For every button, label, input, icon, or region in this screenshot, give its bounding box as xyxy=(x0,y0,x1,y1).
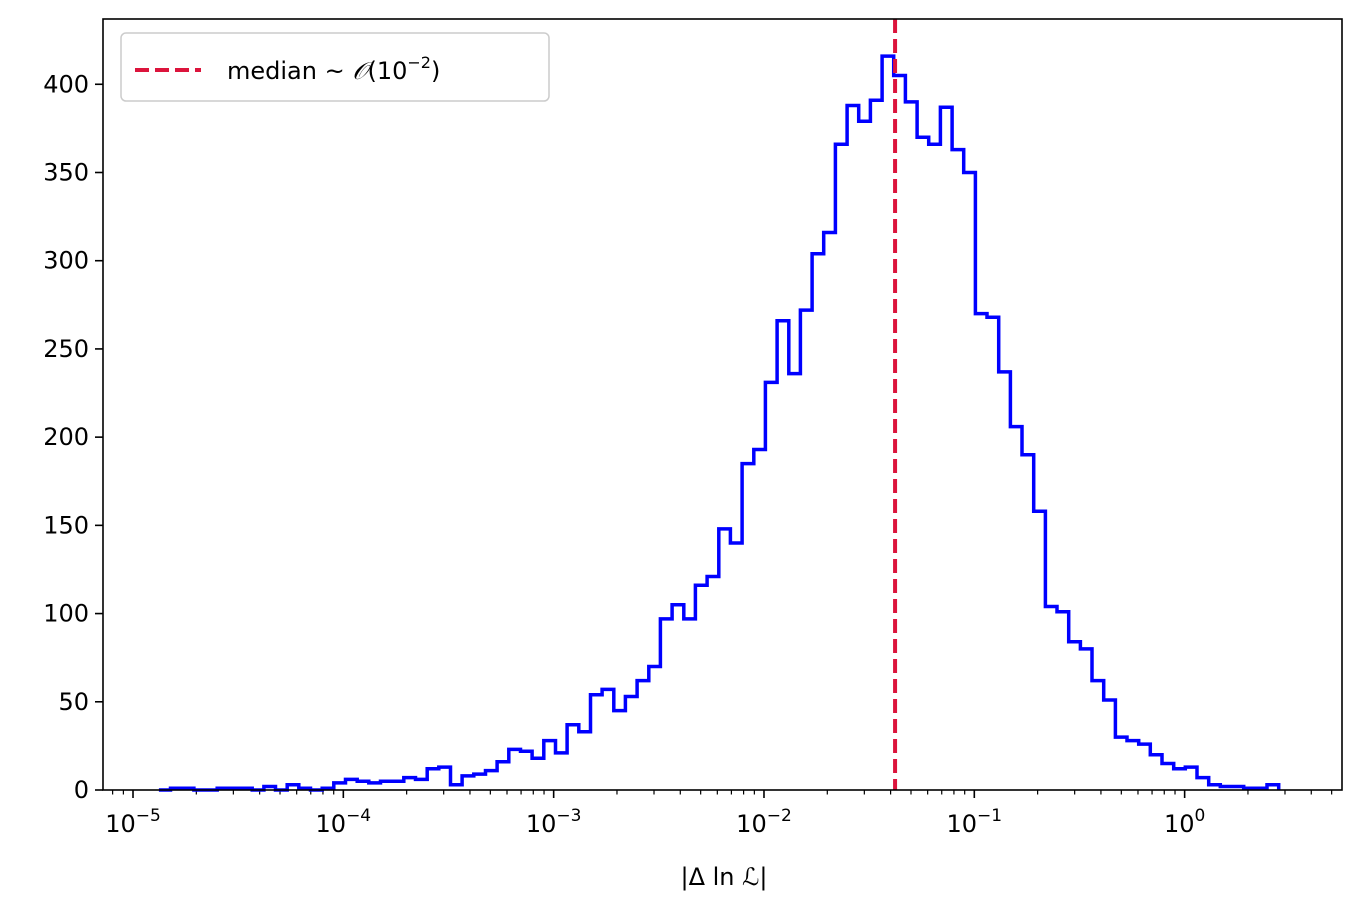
legend-box xyxy=(120,32,550,102)
y-tick-label: 400 xyxy=(43,70,89,98)
legend-label-main: median ~ xyxy=(227,57,352,85)
legend-label-median: median ~ 𝒪(10−2) xyxy=(227,53,440,85)
y-tick-label: 50 xyxy=(58,688,89,716)
x-tick-label: 10−1 xyxy=(947,806,1003,838)
x-tick-label: 100 xyxy=(1164,806,1205,838)
y-tick-label: 100 xyxy=(43,600,89,628)
x-tick-label: 10−4 xyxy=(316,806,372,838)
plot-frame xyxy=(102,18,1343,791)
x-tick-label: 10−3 xyxy=(526,806,582,838)
legend: median ~ 𝒪(10−2) xyxy=(120,32,550,102)
y-tick-label: 250 xyxy=(43,335,89,363)
histogram-step-line xyxy=(158,54,1281,792)
y-tick-label: 200 xyxy=(43,423,89,451)
y-tick-label: 0 xyxy=(74,776,89,804)
axis-ticks: 0 50 100 150 200 250 300 350 400 10−5 10−4 10−3 10−2… xyxy=(43,70,1333,838)
x-tick-label: 10−5 xyxy=(105,806,161,838)
x-tick-label: 10−2 xyxy=(736,806,792,838)
legend-label-paren-close: ) xyxy=(431,57,440,85)
legend-label-paren-open: (10 xyxy=(367,57,407,85)
y-tick-label: 350 xyxy=(43,158,89,186)
y-tick-label: 150 xyxy=(43,511,89,539)
x-axis-label: |Δ ln ℒ| xyxy=(680,863,767,891)
legend-label-exponent: −2 xyxy=(407,53,431,72)
y-tick-label: 300 xyxy=(43,247,89,275)
